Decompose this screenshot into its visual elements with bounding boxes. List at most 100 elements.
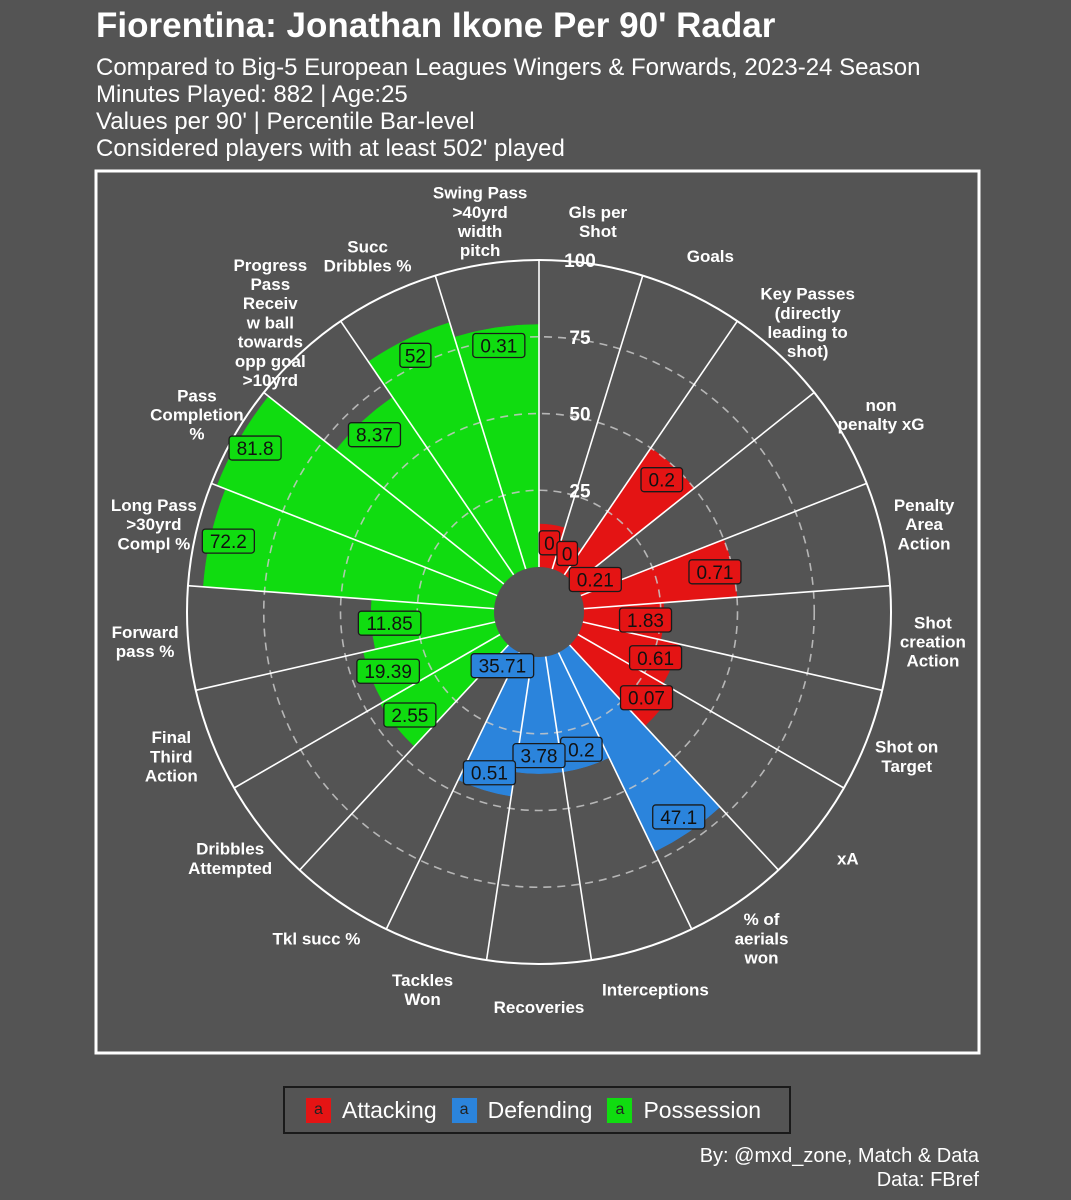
category-label: Forward pass % — [112, 623, 179, 661]
spoke-line — [573, 391, 815, 585]
value-label: 2.55 — [383, 702, 437, 728]
value-label: 1.83 — [618, 607, 673, 633]
category-label-line: Completion — [150, 406, 244, 425]
legend-item-possession: a Possession — [606, 1096, 761, 1124]
value-label: 72.2 — [201, 528, 255, 554]
value-label-text: 81.8 — [237, 439, 274, 460]
value-label-box — [201, 528, 255, 554]
category-label-line: Tackles — [392, 971, 453, 990]
category-label: xA — [837, 849, 859, 868]
spoke-line — [263, 391, 505, 585]
category-label: Shot creation Action — [900, 613, 966, 670]
spoke-line — [187, 584, 495, 610]
spoke-line — [485, 656, 534, 961]
spoke-line — [582, 621, 883, 692]
category-label-line: Pass — [177, 386, 217, 405]
category-label-line: Interceptions — [602, 980, 709, 999]
credits-author: By: @mxd_zone, Match & Data — [699, 1145, 979, 1167]
category-label-line: pass % — [116, 642, 175, 661]
category-label-line: Succ — [347, 238, 388, 257]
tick-label: 100 — [564, 251, 596, 272]
panel-border — [94, 169, 981, 1055]
category-label-line: >10yrd — [243, 371, 298, 390]
spoke-line — [544, 656, 593, 961]
category-label-line: Shot — [914, 613, 952, 632]
category-label-line: Pass — [250, 275, 290, 294]
category-label-line: Dribbles — [196, 840, 264, 859]
category-label-line: >40yrd — [452, 203, 507, 222]
category-label-line: Compl % — [118, 534, 191, 553]
category-label-line: % of — [744, 910, 780, 929]
value-label: 0.61 — [628, 645, 683, 671]
value-label-text: 0.51 — [471, 764, 508, 785]
category-label-line: Tkl succ % — [273, 929, 361, 948]
spoke-line — [340, 320, 515, 576]
value-label-box — [399, 342, 432, 368]
spoke-line — [557, 652, 693, 930]
value-label-text: 0.21 — [577, 571, 614, 592]
category-label: Tkl succ % — [273, 929, 361, 948]
value-label-text: 3.78 — [521, 747, 558, 768]
value-label-text: 0.31 — [480, 336, 517, 357]
category-label-line: won — [744, 949, 779, 968]
value-label: 0.71 — [688, 559, 742, 585]
value-label-box — [688, 559, 742, 585]
category-label-line: Recoveries — [494, 998, 585, 1017]
category-label-line: (directly — [775, 304, 842, 323]
legend-key-defending: a — [450, 1096, 478, 1124]
value-label-text: 1.83 — [627, 611, 664, 632]
category-label-line: Progress — [233, 256, 307, 275]
value-label: 19.39 — [356, 658, 421, 684]
tick-label: 75 — [569, 328, 591, 349]
category-label-line: non — [866, 396, 897, 415]
value-label-text: 52 — [405, 346, 426, 367]
category-label: Progress Pass Receiv w ball towards opp goal >… — [233, 256, 307, 390]
subtitle-line: Values per 90' | Percentile Bar-level — [96, 108, 475, 135]
category-label-line: Action — [898, 534, 951, 553]
category-label-line: w ball — [246, 313, 294, 332]
subtitle-line: Compared to Big-5 European Leagues Winge… — [96, 54, 921, 81]
category-label-line: Receiv — [243, 294, 298, 313]
value-label: 0.07 — [619, 685, 674, 711]
category-label-line: Action — [145, 767, 198, 786]
category-label-line: Gls per — [569, 203, 628, 222]
value-label: 52 — [399, 342, 432, 368]
grid-circle — [262, 335, 816, 889]
value-label-box — [383, 702, 437, 728]
value-label: 11.85 — [357, 610, 422, 636]
legend-item-attacking: a Attacking — [305, 1096, 437, 1124]
category-label-line: penalty xG — [838, 415, 925, 434]
value-label-text: 0 — [562, 544, 573, 565]
value-label-text: 0.71 — [696, 563, 733, 584]
legend-key-attacking: a — [305, 1096, 332, 1124]
category-label-line: Shot on — [875, 738, 938, 757]
value-label-box — [347, 422, 402, 448]
value-label: 0.51 — [462, 760, 517, 786]
chart-legend: a Attacking a Defending a Possession — [283, 1086, 791, 1134]
category-label-line: Target — [881, 757, 932, 776]
category-label: Shot on Target — [875, 738, 938, 776]
spoke-line — [569, 644, 780, 871]
category-label-line: Third — [150, 747, 193, 766]
value-label-box — [472, 332, 526, 359]
spoke-line — [577, 633, 845, 789]
value-label-text: 72.2 — [210, 532, 247, 553]
value-label: 47.1 — [652, 804, 706, 830]
category-label-line: Final — [151, 728, 191, 747]
category-label: Recoveries — [494, 998, 585, 1017]
spoke-line — [551, 275, 644, 570]
category-label-line: pitch — [460, 241, 501, 260]
category-label-line: width — [457, 222, 502, 241]
value-label-box — [556, 540, 579, 567]
value-label-text: 8.37 — [356, 426, 393, 447]
category-label-line: Penalty — [894, 496, 955, 515]
subtitle-line: Minutes Played: 882 | Age:25 — [96, 81, 408, 108]
value-label-text: 19.39 — [364, 662, 412, 683]
value-label: 81.8 — [228, 435, 282, 461]
value-label: 8.37 — [347, 422, 402, 448]
category-label-line: Won — [404, 990, 441, 1009]
category-label: % of aerials won — [735, 910, 789, 967]
value-label: 3.78 — [512, 743, 566, 769]
category-label: Goals — [687, 247, 734, 266]
